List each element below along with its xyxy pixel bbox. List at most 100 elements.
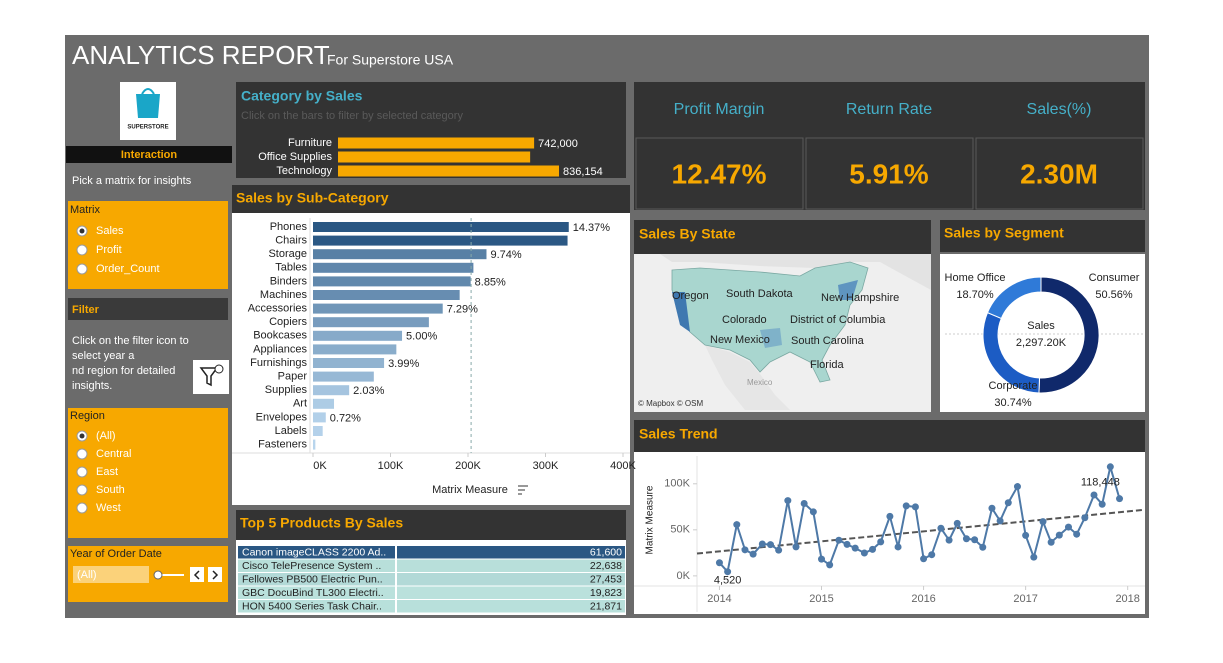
year-prev[interactable] bbox=[190, 567, 204, 582]
sales-point[interactable] bbox=[741, 546, 749, 554]
sales-point[interactable] bbox=[860, 549, 868, 557]
sales-point[interactable] bbox=[894, 543, 902, 551]
radio-button[interactable] bbox=[76, 502, 88, 514]
sales-point[interactable] bbox=[877, 538, 885, 546]
sales-point[interactable] bbox=[1116, 495, 1124, 503]
sales-point[interactable] bbox=[826, 561, 834, 569]
category-title: Category by Sales bbox=[241, 88, 363, 104]
sales-point[interactable] bbox=[1055, 531, 1063, 539]
sales-point[interactable] bbox=[792, 543, 800, 551]
sales-point[interactable] bbox=[800, 499, 808, 507]
product-name: Cisco TelePresence System .. bbox=[242, 560, 381, 572]
sales-point[interactable] bbox=[1047, 538, 1055, 546]
bar bbox=[313, 330, 403, 341]
map-label: Colorado bbox=[722, 314, 767, 326]
category-label: Accessories bbox=[248, 303, 308, 315]
product-cell[interactable] bbox=[238, 600, 395, 613]
kpi-label: Sales(%) bbox=[1027, 101, 1092, 118]
sales-point[interactable] bbox=[945, 536, 953, 544]
sales-point[interactable] bbox=[1039, 518, 1047, 526]
sales-point[interactable] bbox=[733, 521, 741, 529]
share-label: 3.99% bbox=[388, 358, 419, 370]
map-label: New Hampshire bbox=[821, 292, 899, 304]
radio-button[interactable] bbox=[76, 244, 88, 256]
sales-point[interactable] bbox=[1090, 491, 1098, 499]
donut-segment[interactable] bbox=[986, 276, 1042, 320]
sales-point[interactable] bbox=[784, 497, 792, 505]
year-value: (All) bbox=[77, 569, 97, 581]
sales-point[interactable] bbox=[988, 504, 996, 512]
logo-bag bbox=[136, 94, 160, 118]
logo-text: SUPERSTORE bbox=[127, 125, 168, 131]
sales-point[interactable] bbox=[886, 512, 894, 520]
sort-icon[interactable] bbox=[518, 485, 528, 495]
sales-point[interactable] bbox=[835, 536, 843, 544]
sales-point[interactable] bbox=[749, 550, 757, 558]
sales-point[interactable] bbox=[1098, 500, 1106, 508]
sales-point[interactable] bbox=[809, 508, 817, 516]
sales-point[interactable] bbox=[911, 503, 919, 511]
map-header bbox=[634, 220, 931, 254]
sales-point[interactable] bbox=[1081, 514, 1089, 522]
sales-point[interactable] bbox=[1030, 553, 1038, 561]
sales-point[interactable] bbox=[1004, 499, 1012, 507]
product-cell[interactable] bbox=[238, 546, 395, 559]
x-tick-label: 100K bbox=[378, 460, 404, 472]
sales-point[interactable] bbox=[758, 540, 766, 548]
sales-point[interactable] bbox=[851, 544, 859, 552]
bar bbox=[313, 303, 443, 314]
product-cell[interactable] bbox=[238, 586, 395, 600]
report-subtitle: For Superstore USA bbox=[327, 52, 454, 68]
map-label: Oregon bbox=[672, 290, 709, 302]
sales-point[interactable] bbox=[1106, 463, 1114, 471]
radio-button[interactable] bbox=[76, 448, 88, 460]
sales-point[interactable] bbox=[953, 519, 961, 527]
share-label: 9.74% bbox=[490, 249, 521, 261]
sales-point[interactable] bbox=[775, 546, 783, 554]
sales-point[interactable] bbox=[818, 555, 826, 563]
sales-point[interactable] bbox=[1013, 483, 1021, 491]
sales-point[interactable] bbox=[928, 551, 936, 559]
matrix-box bbox=[68, 201, 228, 289]
radio-button[interactable] bbox=[76, 466, 88, 478]
map-label: Florida bbox=[810, 359, 845, 371]
radio-label: East bbox=[96, 466, 118, 478]
kpi-label: Return Rate bbox=[846, 101, 932, 118]
sales-point[interactable] bbox=[962, 535, 970, 543]
sales-point[interactable] bbox=[766, 541, 774, 549]
bar bbox=[313, 249, 487, 260]
year-input[interactable] bbox=[73, 566, 149, 583]
category-label: Envelopes bbox=[256, 411, 308, 423]
radio-button[interactable] bbox=[76, 263, 88, 275]
radio-button[interactable] bbox=[76, 484, 88, 496]
sales-point[interactable] bbox=[724, 568, 732, 576]
product-cell[interactable] bbox=[238, 559, 395, 573]
year-next[interactable] bbox=[208, 567, 222, 582]
sales-point[interactable] bbox=[715, 559, 723, 567]
sales-point[interactable] bbox=[979, 543, 987, 551]
radio-label: Sales bbox=[96, 225, 124, 237]
x-tick-label: 400K bbox=[610, 460, 636, 472]
map-label: District of Columbia bbox=[790, 314, 886, 326]
bar[interactable] bbox=[338, 151, 531, 163]
value-cell bbox=[397, 573, 625, 586]
sales-point[interactable] bbox=[843, 540, 851, 548]
sales-point[interactable] bbox=[1064, 523, 1072, 531]
category-label: Phones bbox=[270, 221, 308, 233]
sales-point[interactable] bbox=[902, 502, 910, 510]
bar[interactable] bbox=[338, 137, 535, 149]
sales-point[interactable] bbox=[937, 524, 945, 532]
value-cell bbox=[397, 600, 625, 613]
sales-point[interactable] bbox=[920, 555, 928, 563]
trend-header bbox=[634, 420, 1145, 452]
year-slider-handle[interactable] bbox=[153, 570, 163, 580]
sales-point[interactable] bbox=[869, 545, 877, 553]
value-cell bbox=[397, 559, 625, 572]
product-cell[interactable] bbox=[238, 573, 395, 586]
bar bbox=[313, 317, 429, 328]
sales-point[interactable] bbox=[996, 517, 1004, 525]
sales-point[interactable] bbox=[1022, 531, 1030, 539]
sales-point[interactable] bbox=[971, 536, 979, 544]
bar[interactable] bbox=[338, 165, 559, 177]
sales-point[interactable] bbox=[1073, 530, 1081, 538]
